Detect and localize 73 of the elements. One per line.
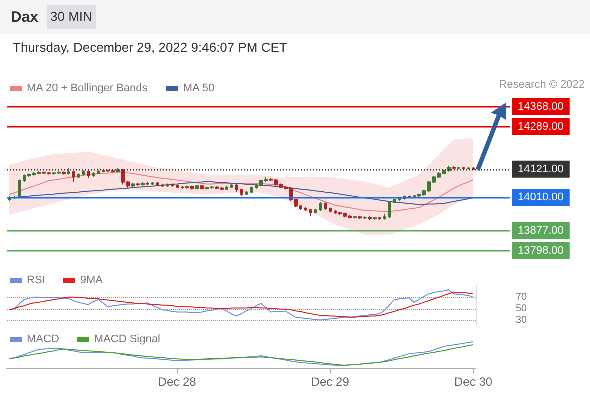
y-tick-label: 50 bbox=[516, 303, 528, 314]
y-tick-label: 70 bbox=[516, 292, 528, 303]
candlestick bbox=[240, 188, 243, 197]
candlestick bbox=[131, 182, 135, 188]
candlestick bbox=[166, 183, 169, 188]
x-tick-label: Dec 29 bbox=[311, 375, 350, 389]
candlestick bbox=[18, 179, 21, 199]
candlestick bbox=[304, 207, 307, 212]
legend-label: MACD bbox=[27, 334, 60, 346]
candlestick bbox=[324, 202, 327, 211]
candlestick bbox=[77, 173, 80, 179]
candlestick bbox=[195, 184, 199, 190]
candlestick bbox=[176, 184, 179, 189]
y-tick-label: 13798.00 bbox=[518, 245, 564, 257]
candlestick bbox=[235, 184, 238, 193]
candlestick bbox=[363, 216, 367, 220]
candlestick bbox=[467, 166, 470, 170]
candlestick bbox=[230, 184, 233, 189]
x-tick-label: Dec 30 bbox=[454, 375, 493, 389]
candlestick bbox=[185, 185, 189, 190]
text: Thursday, December 29, 2022 9:46:07 PM CET bbox=[13, 40, 288, 55]
candlestick bbox=[181, 186, 184, 190]
candlestick bbox=[87, 170, 90, 179]
candlestick bbox=[151, 182, 154, 186]
x-tick-label: Dec 28 bbox=[158, 375, 197, 389]
candlestick bbox=[472, 166, 475, 171]
candlestick bbox=[136, 182, 140, 186]
candlestick bbox=[329, 207, 332, 214]
candlestick bbox=[67, 168, 70, 176]
y-tick-label: 14289.00 bbox=[518, 120, 564, 133]
candlestick bbox=[393, 198, 396, 204]
candlestick bbox=[161, 184, 164, 188]
candlestick bbox=[378, 216, 381, 221]
candlestick bbox=[97, 170, 100, 175]
y-tick-label: 30 bbox=[516, 314, 528, 326]
candlestick bbox=[156, 182, 159, 187]
candlestick bbox=[245, 190, 248, 196]
y-tick-label: 13877.00 bbox=[518, 225, 564, 238]
chart-subtitle: 30 MIN bbox=[46, 5, 96, 29]
legend-label: RSI bbox=[27, 274, 46, 286]
legend-label: 9MA bbox=[80, 274, 104, 286]
candlestick bbox=[462, 166, 465, 170]
text: Research © 2022 bbox=[499, 79, 585, 91]
candlestick bbox=[190, 185, 194, 190]
candlestick bbox=[309, 208, 312, 217]
candlestick bbox=[353, 216, 357, 220]
candlestick bbox=[250, 186, 253, 194]
candlestick bbox=[171, 183, 174, 188]
candlestick bbox=[82, 170, 85, 176]
candlestick bbox=[368, 216, 372, 221]
y-tick-label: 14368.00 bbox=[518, 101, 564, 113]
candlestick bbox=[452, 166, 456, 170]
legend-label: MA 20 + Bollinger Bands bbox=[27, 82, 148, 94]
candlestick bbox=[141, 182, 145, 186]
candlestick bbox=[388, 200, 391, 219]
legend-label: MA 50 bbox=[183, 82, 215, 94]
candlestick bbox=[373, 216, 377, 220]
y-tick-label: 14121.00 bbox=[518, 163, 564, 176]
candlestick bbox=[358, 216, 362, 220]
candlestick bbox=[383, 213, 386, 220]
chart-title: Dax bbox=[11, 8, 39, 26]
candlestick bbox=[200, 184, 204, 190]
candlestick bbox=[457, 166, 460, 170]
candlestick bbox=[225, 186, 228, 191]
line-series bbox=[8, 172, 474, 212]
candlestick bbox=[146, 182, 149, 186]
candlestick bbox=[92, 172, 95, 178]
y-tick-label: 14010.00 bbox=[518, 191, 564, 204]
candlestick bbox=[62, 171, 66, 176]
candlestick bbox=[72, 170, 75, 183]
legend-label: MACD Signal bbox=[94, 334, 160, 346]
candlestick bbox=[314, 208, 317, 214]
candlestick bbox=[319, 202, 322, 212]
